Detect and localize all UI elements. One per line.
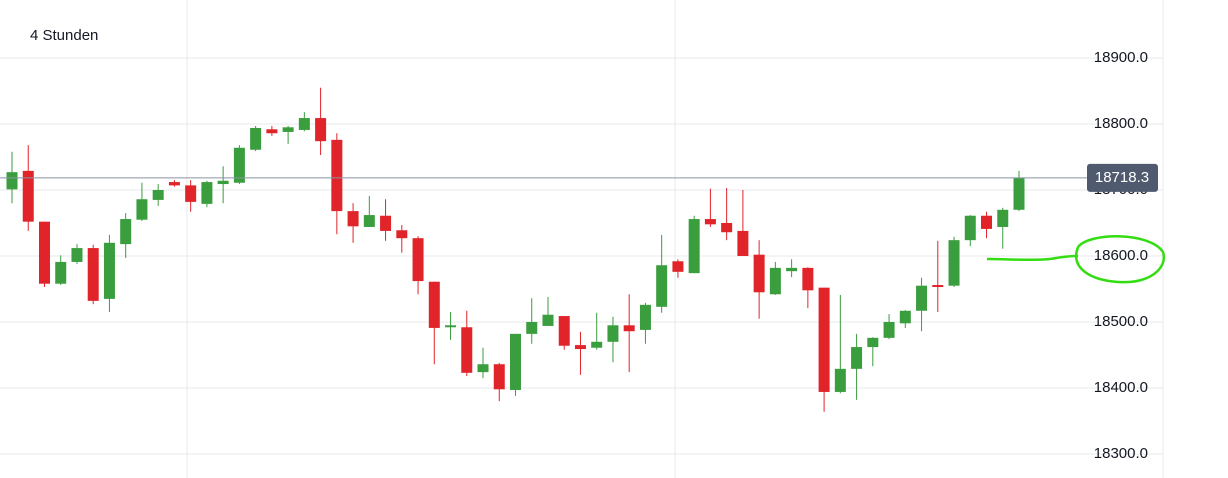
- candle-body: [461, 327, 473, 373]
- candle-body: [103, 242, 115, 299]
- candle-body: [250, 127, 262, 150]
- y-tick-label: 18500.0: [1094, 313, 1148, 330]
- last-price-badge: [1087, 163, 1158, 192]
- candle-body: [623, 325, 635, 332]
- candle-body: [428, 281, 440, 328]
- candle-body: [120, 219, 132, 245]
- candle-body: [997, 209, 1009, 227]
- candle-body: [315, 118, 327, 142]
- candle-body: [38, 221, 50, 284]
- annotation-stroke: [986, 254, 1079, 262]
- candle-body: [786, 267, 798, 272]
- y-tick-label: 18400.0: [1094, 379, 1148, 396]
- candle-body: [526, 321, 538, 334]
- candle-body: [282, 127, 294, 132]
- candle-body: [331, 139, 343, 212]
- candle-body: [71, 248, 83, 262]
- candle-body: [412, 238, 424, 282]
- candle-body: [704, 219, 716, 225]
- candle-body: [22, 170, 34, 222]
- candle-body: [396, 230, 408, 239]
- candle-body: [591, 341, 603, 348]
- overlay: 18718.3: [0, 163, 1158, 192]
- candle-body: [867, 337, 879, 348]
- last-price-label: 18718.3: [1095, 169, 1149, 186]
- candle-body: [948, 240, 960, 286]
- candle-body: [136, 199, 148, 220]
- candle-body: [753, 254, 765, 293]
- candle-body: [656, 265, 668, 307]
- candle-body: [542, 314, 554, 326]
- candle-body: [818, 287, 830, 392]
- candle-body: [916, 285, 928, 311]
- candle-body: [87, 248, 99, 301]
- annotation-circle: [1075, 235, 1166, 284]
- candle-body: [185, 185, 197, 202]
- candle-body: [834, 368, 846, 392]
- candle-body: [152, 189, 164, 200]
- candle-body: [802, 267, 814, 291]
- candle-body: [769, 267, 781, 295]
- y-tick-label: 18300.0: [1094, 445, 1148, 462]
- candle-body: [380, 215, 392, 231]
- candle-body: [639, 304, 651, 330]
- candle-body: [672, 261, 684, 272]
- candle-body: [445, 325, 457, 328]
- candle-body: [981, 215, 993, 229]
- candle-body: [168, 182, 180, 186]
- candle-body: [964, 215, 976, 241]
- candle-body: [6, 172, 18, 190]
- candle-body: [477, 364, 489, 373]
- y-tick-label: 18600.0: [1094, 247, 1148, 264]
- candle-body: [493, 364, 505, 390]
- y-tick-label: 18900.0: [1094, 49, 1148, 66]
- candle-body: [217, 180, 229, 185]
- candle-body: [1013, 177, 1025, 210]
- candle-body: [737, 230, 749, 256]
- candle-body: [266, 129, 278, 134]
- candle-body: [932, 285, 944, 288]
- candle-body: [233, 147, 245, 183]
- candle-body: [851, 347, 863, 369]
- y-tick-label: 18800.0: [1094, 115, 1148, 132]
- interval-label: 4 Stunden: [30, 27, 98, 44]
- candle-body: [688, 219, 700, 274]
- candle-body: [721, 222, 733, 233]
- candle-body: [201, 182, 213, 204]
- candle-body: [558, 316, 570, 346]
- candle-body: [55, 261, 67, 284]
- candle-body: [510, 333, 521, 390]
- candle-body: [883, 321, 895, 338]
- candle-body: [607, 325, 619, 342]
- candle-body: [899, 310, 911, 324]
- candles: [6, 87, 1025, 412]
- candle-body: [298, 118, 310, 130]
- candle-body: [363, 215, 375, 227]
- candle-body: [347, 211, 359, 227]
- candle-body: [574, 345, 586, 350]
